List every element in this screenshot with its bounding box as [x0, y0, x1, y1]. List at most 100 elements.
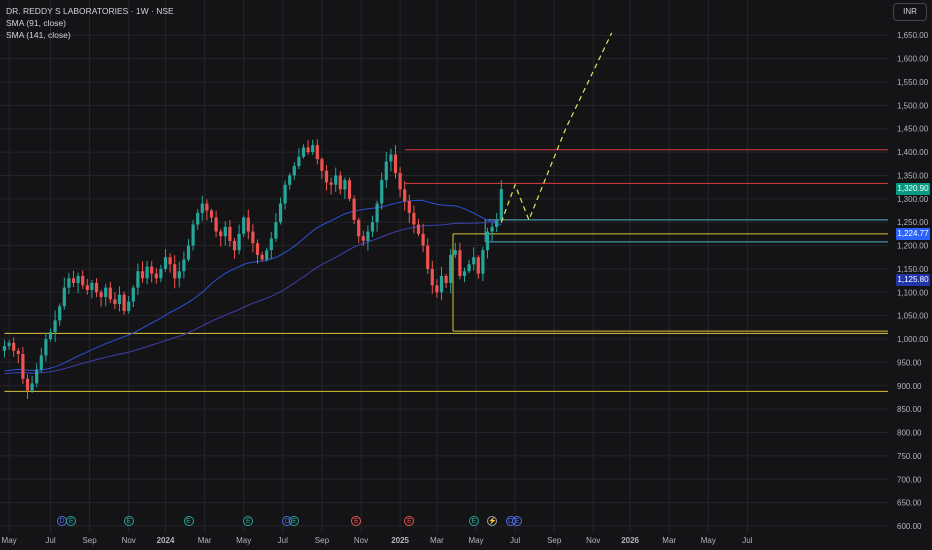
candle-body — [398, 173, 402, 190]
candle-body — [421, 233, 425, 246]
event-marker-icon[interactable]: E — [183, 516, 194, 526]
event-marker-icon[interactable]: E — [66, 516, 77, 526]
candle-body — [173, 264, 177, 279]
sma-91-line — [4, 199, 502, 372]
y-tick-label: 1,100.00 — [897, 288, 929, 297]
y-tick-label: 850.00 — [897, 405, 922, 414]
currency-button[interactable]: INR — [893, 3, 927, 21]
y-tick-label: 1,250.00 — [897, 218, 929, 227]
x-tick-label: Jul — [45, 536, 55, 545]
event-marker-icon[interactable]: E — [512, 516, 523, 526]
candle-body — [251, 231, 255, 244]
candle-body — [232, 240, 237, 251]
candle-body — [186, 245, 191, 260]
candle-body — [219, 231, 223, 237]
y-tick-label: 750.00 — [897, 452, 922, 461]
candle-body — [48, 332, 53, 340]
candle-body — [495, 219, 499, 227]
sma-141-legend[interactable]: SMA (141, close) — [6, 30, 71, 40]
candle-body — [2, 346, 7, 351]
candle-body — [159, 268, 163, 279]
x-tick-label: 2024 — [157, 536, 175, 545]
price-axis[interactable]: 600.00 650.00 700.00 750.00 800.00 850.00 900.… — [897, 31, 929, 531]
candle-body — [200, 203, 204, 213]
event-marker-icon[interactable]: E — [123, 516, 134, 526]
sma-91-legend[interactable]: SMA (91, close) — [6, 18, 66, 28]
event-marker-icon[interactable]: E — [351, 516, 362, 526]
x-tick-label: Sep — [547, 536, 562, 545]
event-marker-icon[interactable]: E — [243, 516, 254, 526]
y-tick-label: 1,300.00 — [897, 195, 929, 204]
chart-legend: DR. REDDY S LABORATORIES · 1W · NSE SMA … — [6, 5, 174, 41]
candle-body — [458, 250, 462, 276]
candle-body — [196, 212, 200, 225]
candle-body — [62, 287, 66, 307]
event-marker-icon[interactable]: E — [404, 516, 415, 526]
candle-body — [324, 170, 329, 183]
candle-body — [237, 233, 241, 251]
candle-body — [35, 369, 39, 384]
time-axis[interactable]: May Jul Sep Nov 2024 Mar May Jul Sep Nov 2025 Mar Ma… — [2, 536, 753, 545]
candle-body — [16, 350, 20, 354]
candle-body — [499, 189, 503, 220]
candle-body — [67, 278, 71, 288]
candle-body — [53, 320, 57, 333]
y-tick-label: 1,600.00 — [897, 55, 929, 64]
y-tick-label: 1,350.00 — [897, 171, 929, 180]
candle-body — [145, 266, 149, 279]
y-tick-label: 1,150.00 — [897, 265, 929, 274]
y-tick-label: 1,450.00 — [897, 125, 929, 134]
event-marker-icon[interactable]: E — [468, 516, 479, 526]
candle-body — [338, 175, 342, 190]
y-tick-label: 700.00 — [897, 475, 922, 484]
candle-body — [39, 355, 43, 370]
candle-body — [430, 268, 434, 286]
event-marker-icon[interactable]: ⚡ — [487, 516, 498, 526]
candle-body — [269, 238, 273, 251]
price-badge: 1,125.80 — [896, 274, 930, 287]
x-tick-label: Nov — [586, 536, 600, 545]
candle-body — [283, 184, 287, 204]
candle-body — [301, 147, 306, 157]
candle-body — [122, 294, 126, 311]
x-tick-label: 2026 — [621, 536, 639, 545]
event-marker-icon[interactable]: E — [289, 516, 300, 526]
y-tick-label: 900.00 — [897, 382, 922, 391]
candle-body — [104, 287, 108, 297]
price-badge: 1,224.77 — [896, 227, 930, 240]
candle-body — [375, 203, 379, 223]
candle-body — [315, 145, 319, 160]
candle-body — [467, 264, 471, 272]
candle-body — [85, 285, 89, 290]
candle-body — [113, 299, 117, 304]
candle-body — [462, 271, 467, 276]
candle-body — [444, 275, 448, 283]
candle-body — [485, 231, 490, 251]
candle-body — [306, 147, 310, 153]
y-tick-label: 1,550.00 — [897, 78, 929, 87]
candle-body — [228, 226, 232, 241]
candle-body — [329, 182, 333, 185]
candle-body — [214, 217, 218, 232]
candle-body — [274, 222, 278, 239]
chart-grid — [0, 0, 888, 533]
y-tick-label: 1,000.00 — [897, 335, 929, 344]
candle-body — [435, 285, 439, 293]
candle-body — [370, 222, 375, 232]
x-tick-label: Nov — [354, 536, 368, 545]
candle-body — [150, 266, 154, 274]
candle-body — [140, 271, 145, 279]
y-tick-label: 650.00 — [897, 499, 922, 508]
x-tick-label: Jul — [742, 536, 752, 545]
symbol-title[interactable]: DR. REDDY S LABORATORIES · 1W · NSE — [6, 6, 174, 16]
projection-path — [500, 32, 613, 223]
candle-body — [131, 287, 135, 302]
candle-body — [347, 180, 352, 199]
y-tick-label: 600.00 — [897, 522, 922, 531]
y-tick-label: 1,650.00 — [897, 31, 929, 40]
candlesticks — [2, 139, 503, 399]
candle-body — [71, 278, 76, 283]
candle-body — [449, 254, 453, 283]
candle-body — [288, 175, 292, 185]
